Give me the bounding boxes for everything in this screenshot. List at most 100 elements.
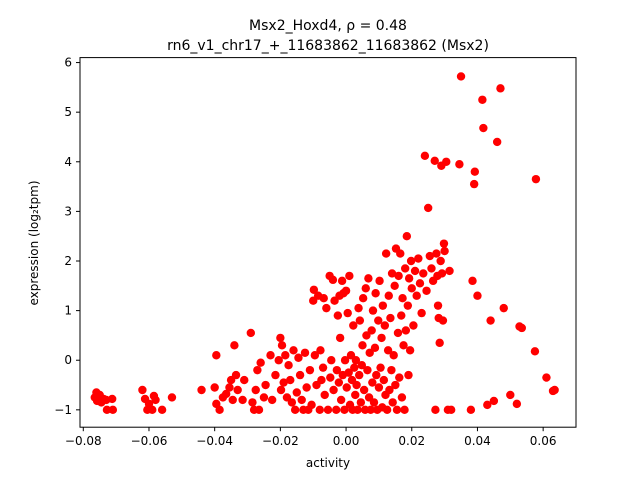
data-point (276, 385, 286, 395)
y-axis-ticks: −1 0 1 2 3 4 5 6 (54, 56, 80, 417)
data-point (368, 378, 377, 387)
data-point (427, 264, 436, 273)
data-point (499, 303, 508, 313)
data-point (412, 291, 421, 300)
data-point (399, 341, 408, 350)
data-point (397, 311, 406, 320)
data-point (430, 156, 439, 165)
data-point (274, 356, 283, 365)
data-point (148, 405, 157, 415)
data-point (383, 346, 393, 355)
data-point (489, 396, 499, 406)
data-point (350, 363, 359, 372)
data-point (351, 356, 361, 365)
data-point (391, 380, 400, 390)
data-point (478, 95, 487, 104)
data-point (355, 316, 365, 325)
data-point (197, 385, 206, 395)
data-point (437, 269, 447, 278)
data-point (332, 365, 342, 375)
data-point (138, 385, 147, 395)
data-point (254, 405, 264, 415)
data-point (496, 84, 505, 93)
data-point (397, 393, 407, 402)
data-point (469, 179, 479, 189)
data-point (506, 390, 515, 400)
data-point (492, 137, 502, 147)
data-point (343, 308, 352, 318)
data-point (374, 316, 383, 325)
chart-title-line-2: rn6_v1_chr17_+_11683862_11683862 (Msx2) (167, 38, 489, 54)
data-point (446, 405, 456, 415)
data-point (432, 249, 441, 258)
data-point (327, 356, 336, 365)
data-point (405, 346, 415, 355)
data-point (228, 395, 237, 405)
data-point (374, 383, 384, 392)
data-point (378, 301, 388, 310)
data-point (371, 289, 380, 298)
data-point (381, 249, 391, 258)
data-point (271, 370, 280, 380)
data-point (210, 383, 219, 392)
data-point (337, 276, 347, 286)
data-point (367, 326, 376, 335)
data-point (379, 375, 389, 385)
data-point (407, 284, 416, 293)
data-point (102, 405, 112, 415)
data-point (404, 370, 413, 380)
data-point (335, 333, 345, 343)
data-point (425, 251, 435, 261)
data-point (289, 346, 298, 355)
data-point (386, 313, 395, 323)
data-point (345, 271, 354, 281)
data-point (167, 393, 177, 402)
data-point (253, 365, 262, 375)
data-point (351, 390, 360, 400)
data-point (406, 256, 416, 266)
data-point (342, 383, 351, 392)
data-point (259, 393, 269, 402)
data-point (433, 301, 443, 310)
data-point (377, 333, 386, 343)
data-point (334, 378, 344, 387)
x-tick-label: 0.06 (530, 434, 557, 448)
data-point (542, 373, 551, 382)
x-axis-ticks: −0.08 −0.06 −0.04 −0.02 0.00 0.02 0.04 0.06 (65, 427, 557, 448)
data-point (369, 398, 379, 407)
data-point (317, 375, 326, 385)
data-point (389, 351, 398, 360)
data-point (438, 316, 448, 325)
data-point (246, 328, 256, 338)
data-point (212, 351, 221, 360)
data-point (287, 398, 297, 407)
data-point (420, 151, 430, 161)
x-tick-label: 0.04 (464, 434, 491, 448)
data-point (295, 370, 305, 380)
data-point (310, 351, 320, 360)
data-point (326, 373, 335, 382)
data-point (307, 400, 316, 410)
x-tick-label: 0.02 (398, 434, 425, 448)
data-point (380, 321, 390, 330)
data-point (323, 405, 333, 415)
data-point (385, 385, 394, 395)
data-point (315, 405, 324, 415)
data-point (372, 370, 381, 380)
data-point (442, 157, 451, 166)
data-point (403, 301, 413, 310)
data-point (266, 351, 275, 360)
data-point (384, 291, 393, 300)
data-point (414, 254, 423, 263)
data-point (333, 311, 343, 320)
data-point (398, 294, 407, 303)
y-tick-label: 6 (64, 56, 72, 70)
data-point (231, 370, 241, 380)
data-point (248, 398, 257, 407)
data-point (396, 249, 405, 258)
data-point (388, 398, 397, 407)
x-tick-label: −0.08 (65, 434, 102, 448)
data-point (279, 378, 288, 387)
data-point (344, 368, 353, 377)
